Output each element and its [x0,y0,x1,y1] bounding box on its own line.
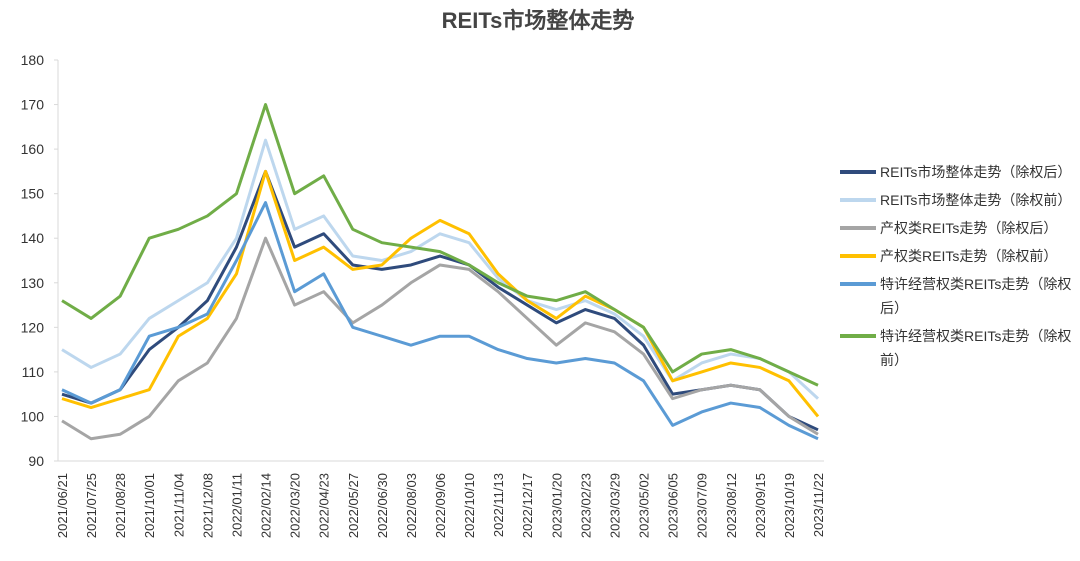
x-tick-label: 2022/06/30 [375,473,390,538]
y-tick-label: 130 [21,275,45,291]
legend: REITs市场整体走势（除权后） REITs市场整体走势（除权前） 产权类REITs… [840,160,1076,376]
x-tick-label: 2021/08/28 [113,473,128,538]
legend-swatch [840,198,876,202]
legend-swatch [840,226,876,230]
series-line [61,169,819,432]
legend-swatch [840,334,876,338]
x-tick-label: 2022/10/10 [462,473,477,538]
legend-item: 特许经营权类REITs走势（除权前） [840,324,1076,372]
x-tick-label: 2023/06/05 [666,473,681,538]
series-line [61,138,820,400]
x-tick-label: 2022/12/17 [520,473,535,538]
x-tick-label: 2021/12/08 [200,473,215,538]
y-tick-label: 180 [21,52,45,68]
x-tick-label: 2023/02/23 [578,473,593,538]
x-tick-label: 2022/03/20 [288,473,303,538]
legend-label: 产权类REITs走势（除权前） [880,248,1058,264]
series-line [61,201,819,441]
legend-swatch [840,282,876,286]
x-tick-label: 2022/02/14 [259,473,274,538]
series-line [61,236,819,441]
x-tick-label: 2022/04/23 [317,473,332,538]
legend-label: 特许经营权类REITs走势（除权前） [880,328,1072,368]
legend-swatch [840,254,876,258]
series-line [61,169,820,418]
x-tick-label: 2023/07/09 [695,473,710,538]
chart-title: REITs市场整体走势 [442,8,635,33]
x-tick-label: 2023/08/12 [724,473,739,538]
x-tick-label: 2022/05/27 [346,473,361,538]
y-tick-label: 170 [21,97,45,113]
x-tick-label: 2023/10/19 [782,473,797,538]
y-tick-label: 110 [22,364,45,380]
legend-item: 产权类REITs走势（除权后） [840,216,1076,240]
x-tick-label: 2023/03/29 [607,473,622,538]
legend-label: REITs市场整体走势（除权后） [880,164,1072,180]
x-tick-label: 2023/11/22 [811,473,826,537]
x-tick-label: 2021/07/25 [84,473,99,538]
x-tick-label: 2023/09/15 [753,473,768,538]
series-line [61,103,819,387]
legend-item: REITs市场整体走势（除权后） [840,160,1076,184]
x-tick-label: 2022/09/06 [433,473,448,538]
legend-item: 特许经营权类REITs走势（除权后） [840,272,1076,320]
legend-item: REITs市场整体走势（除权前） [840,188,1076,212]
y-tick-label: 120 [21,319,45,335]
legend-label: REITs市场整体走势（除权前） [880,192,1072,208]
y-tick-label: 90 [28,453,44,469]
y-tick-label: 150 [21,186,45,202]
x-tick-label: 2021/10/01 [142,473,157,538]
x-tick-label: 2021/11/04 [171,473,186,537]
x-tick-label: 2022/01/11 [229,473,244,537]
x-tick-label: 2023/01/20 [549,473,564,538]
legend-swatch [840,170,876,174]
x-tick-label: 2023/05/02 [637,473,652,538]
y-tick-label: 140 [21,230,45,246]
y-tick-label: 160 [21,141,45,157]
legend-label: 特许经营权类REITs走势（除权后） [880,276,1072,316]
x-tick-label: 2022/08/03 [404,473,419,538]
legend-item: 产权类REITs走势（除权前） [840,244,1076,268]
x-tick-label: 2022/11/13 [491,473,506,537]
y-tick-label: 100 [21,408,45,424]
x-tick-label: 2021/06/21 [55,473,70,538]
legend-label: 产权类REITs走势（除权后） [880,220,1058,236]
